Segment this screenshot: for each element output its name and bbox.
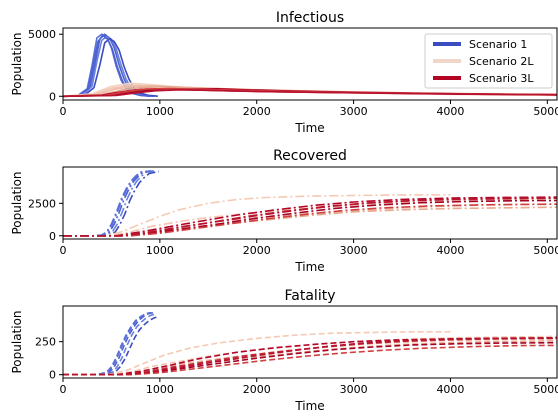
series-line — [63, 311, 152, 376]
series-line — [63, 170, 157, 237]
y-tick-label: 0 — [49, 230, 56, 243]
x-tick-label: 1000 — [146, 383, 174, 396]
y-axis-label: Population — [10, 310, 24, 373]
chart-title: Fatality — [285, 288, 336, 304]
y-axis-label: Population — [10, 171, 24, 234]
x-tick-label: 4000 — [436, 244, 464, 257]
legend-box — [424, 33, 553, 89]
x-axis-label: Time — [294, 121, 324, 135]
chart-title: Recovered — [273, 148, 347, 164]
x-tick-label: 5000 — [533, 105, 558, 118]
series-line — [63, 206, 557, 237]
x-axis-label: Time — [294, 399, 324, 413]
y-tick-label: 250 — [35, 336, 56, 349]
series-line — [63, 338, 557, 376]
chart-title: Infectious — [276, 10, 344, 26]
x-tick-label: 3000 — [340, 383, 368, 396]
x-tick-label: 1000 — [146, 244, 174, 257]
series-line — [63, 337, 557, 376]
series-line — [63, 341, 557, 376]
legend-label-scenario-3l: Scenario 3L — [469, 72, 534, 85]
y-tick-label: 5000 — [28, 28, 56, 41]
x-tick-label: 2000 — [243, 383, 271, 396]
series-line — [63, 89, 557, 98]
panel-recovered: Recovered 0 1000 2000 3000 4000 5000 0 2500 Tim… — [10, 148, 558, 274]
x-tick-label: 3000 — [340, 244, 368, 257]
x-tick-label: 0 — [60, 383, 67, 396]
x-tick-label: 4000 — [436, 105, 464, 118]
plot-frame — [62, 305, 558, 379]
panel-infectious: Infectious 0 1000 2000 3000 4000 5000 0 5000 Ti… — [10, 10, 558, 135]
series-line — [63, 170, 154, 237]
series-line — [63, 344, 557, 376]
x-tick-label: 4000 — [436, 383, 464, 396]
series-line — [63, 315, 160, 376]
y-tick-label: 0 — [49, 369, 56, 382]
y-tick-label: 0 — [49, 90, 56, 103]
x-tick-label: 0 — [60, 105, 67, 118]
series-line — [63, 194, 451, 237]
series-line — [63, 335, 557, 376]
plot-frame — [62, 27, 558, 101]
x-tick-label: 1000 — [146, 105, 174, 118]
series-line — [63, 313, 157, 376]
x-tick-label: 5000 — [533, 383, 558, 396]
x-tick-label: 2000 — [243, 105, 271, 118]
series-line — [63, 336, 557, 376]
x-tick-label: 2000 — [243, 244, 271, 257]
legend: Scenario 1 Scenario 2L Scenario 3L — [424, 33, 553, 89]
legend-label-scenario-2l: Scenario 2L — [469, 55, 534, 68]
x-tick-label: 3000 — [340, 105, 368, 118]
x-tick-label: 5000 — [533, 244, 558, 257]
y-axis-label: Population — [10, 32, 24, 95]
series-line — [63, 203, 557, 237]
y-tick-label: 2500 — [28, 197, 56, 210]
x-axis-label: Time — [294, 260, 324, 274]
legend-label-scenario-1: Scenario 1 — [469, 38, 527, 51]
series-line — [63, 330, 451, 376]
series-line — [63, 170, 160, 237]
x-tick-label: 0 — [60, 244, 67, 257]
series-line — [63, 197, 557, 237]
